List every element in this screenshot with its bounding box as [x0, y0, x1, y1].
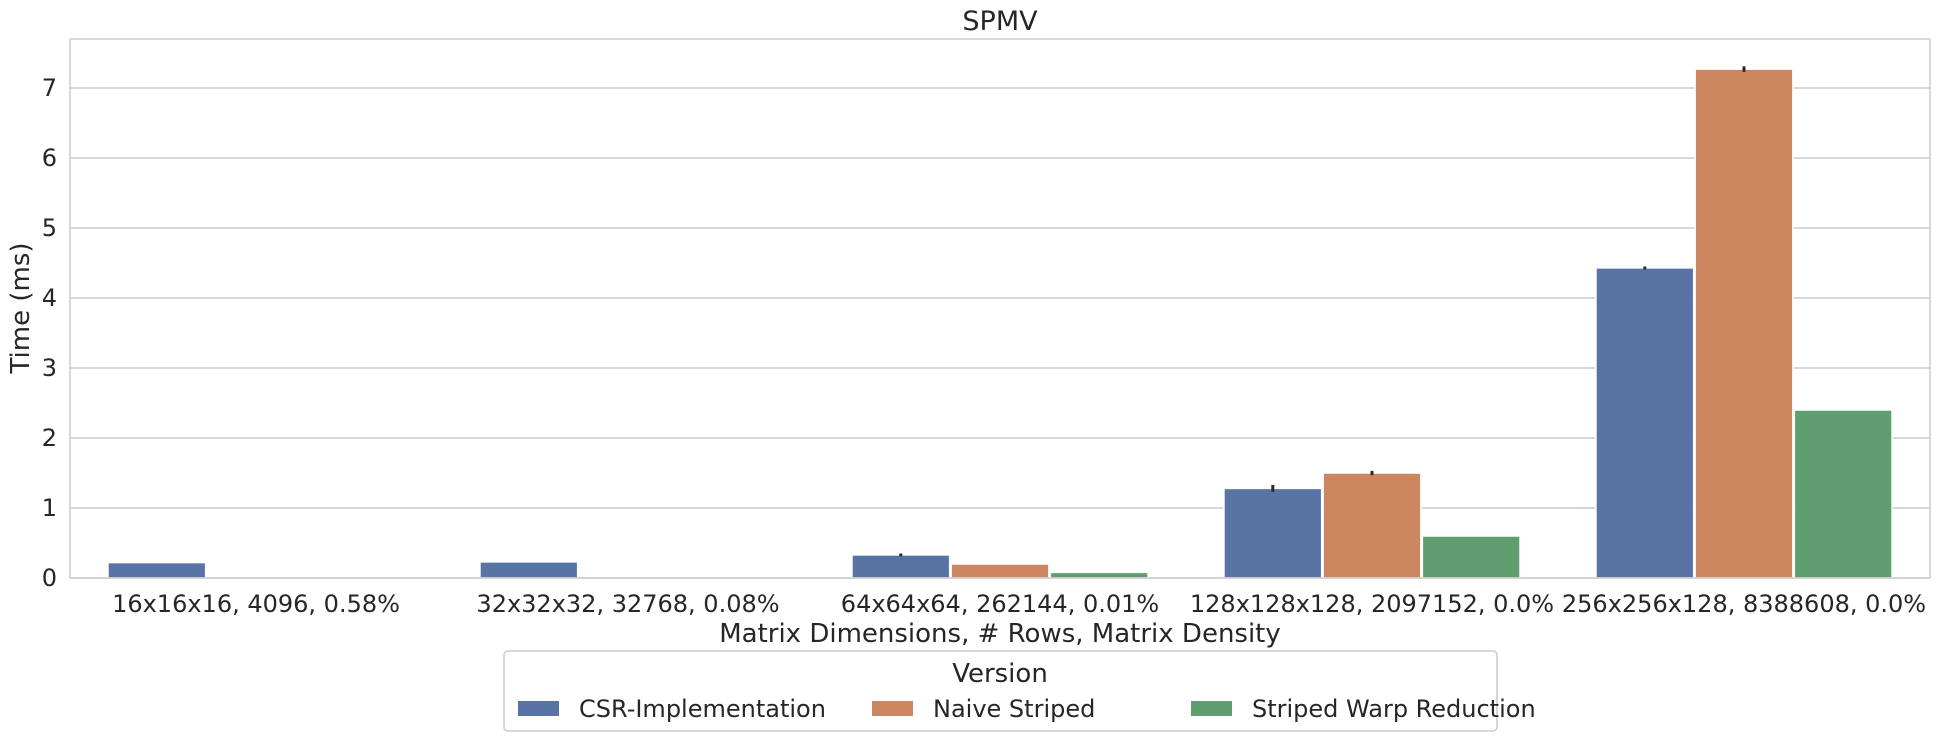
- legend-swatch: [518, 701, 559, 716]
- y-tick-label: 7: [42, 74, 57, 102]
- legend-label: Naive Striped: [933, 695, 1095, 723]
- x-tick-label: 128x128x128, 2097152, 0.0%: [1190, 590, 1554, 618]
- bar: [1049, 571, 1149, 579]
- y-tick-label: 3: [42, 354, 57, 382]
- y-axis-label: Time (ms): [6, 242, 36, 374]
- legend-label: CSR-Implementation: [579, 695, 826, 723]
- bar: [1793, 409, 1893, 579]
- plot-frame: [69, 38, 1931, 579]
- x-tick-label: 32x32x32, 32768, 0.08%: [476, 590, 779, 618]
- y-tick-label: 5: [42, 214, 57, 242]
- legend-items: CSR-Implementation Naive Striped Striped W…: [518, 695, 1536, 723]
- grid-lines: [70, 87, 1930, 579]
- bar: [479, 561, 579, 579]
- legend-label: Striped Warp Reduction: [1252, 695, 1536, 723]
- bar: [1595, 267, 1695, 579]
- y-tick-label: 6: [42, 144, 57, 172]
- bar: [851, 554, 951, 579]
- bars: [107, 68, 1893, 579]
- legend-swatch: [1191, 701, 1232, 716]
- y-tick-label: 0: [42, 564, 57, 592]
- x-tick-label: 256x256x128, 8388608, 0.0%: [1562, 590, 1926, 618]
- error-bars: [899, 66, 1746, 557]
- x-tick-label: 64x64x64, 262144, 0.01%: [841, 590, 1159, 618]
- x-tick-labels: 16x16x16, 4096, 0.58% 32x32x32, 32768, 0.…: [112, 590, 1926, 618]
- x-tick-label: 16x16x16, 4096, 0.58%: [112, 590, 400, 618]
- legend-title: Version: [952, 659, 1048, 689]
- bar: [950, 563, 1050, 579]
- legend-swatch: [872, 701, 913, 716]
- y-tick-label: 4: [42, 284, 57, 312]
- y-tick-label: 1: [42, 494, 57, 522]
- bar: [1694, 68, 1794, 579]
- bar: [107, 561, 207, 579]
- bar: [1322, 472, 1422, 579]
- legend-frame: [503, 650, 1498, 732]
- y-tick-label: 2: [42, 424, 57, 452]
- legend: Version CSR-Implementation Naive Striped S…: [503, 650, 1536, 732]
- x-axis-label: Matrix Dimensions, # Rows, Matrix Densit…: [719, 619, 1281, 649]
- bar: [1421, 535, 1521, 579]
- bar: [1223, 487, 1323, 579]
- y-tick-labels: 0 1 2 3 4 5 6 7: [42, 74, 57, 592]
- chart-title: SPMV: [962, 6, 1038, 37]
